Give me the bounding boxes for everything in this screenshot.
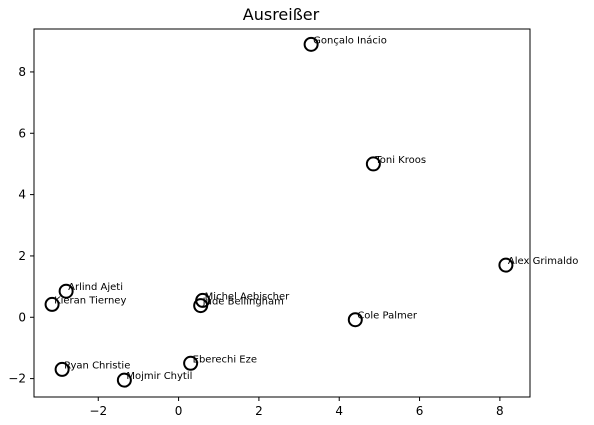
data-point [58,283,74,299]
data-point [54,361,70,377]
y-tick-label: −2 [8,372,26,386]
data-label: Toni Kroos [374,155,426,166]
x-tick-label: −2 [89,404,107,418]
data-label: Gonçalo Inácio [313,34,387,46]
data-label: Mojmir Chytil [126,371,192,382]
x-tick-label: 8 [496,404,504,418]
y-tick-label: 8 [18,65,26,79]
y-tick-label: 6 [18,126,26,140]
y-tick-label: 4 [18,188,26,202]
data-point [116,372,132,388]
data-labels: Gonçalo Inácio Toni Kroos Alex Grimaldo Arl… [54,34,578,382]
data-label: Kieran Tierney [54,295,126,306]
data-point [183,355,199,371]
x-tick-label: 0 [175,404,183,418]
data-point [498,257,514,273]
x-tick-label: 2 [255,404,263,418]
x-tick-label: 4 [335,404,343,418]
plot-frame [33,28,531,398]
data-point [365,156,381,172]
data-label: Arlind Ajeti [68,282,123,293]
data-points [44,36,514,388]
y-tick-label: 2 [18,249,26,263]
data-label: Jude Bellingham [202,297,284,308]
data-label: Eberechi Eze [193,354,257,365]
data-point [44,296,60,312]
data-point [193,298,209,314]
data-label: Ryan Christie [64,360,130,371]
data-label: Michel Aebischer [205,291,290,302]
data-label: Alex Grimaldo [508,256,578,267]
data-point [347,312,363,328]
chart-title: Ausreißer [243,5,320,24]
data-label: Cole Palmer [357,311,418,322]
y-tick-label: 0 [18,310,26,324]
axes: −2 0 2 4 6 8 −2 0 2 4 6 8 [8,28,531,418]
data-point [303,36,319,52]
x-tick-label: 6 [416,404,424,418]
